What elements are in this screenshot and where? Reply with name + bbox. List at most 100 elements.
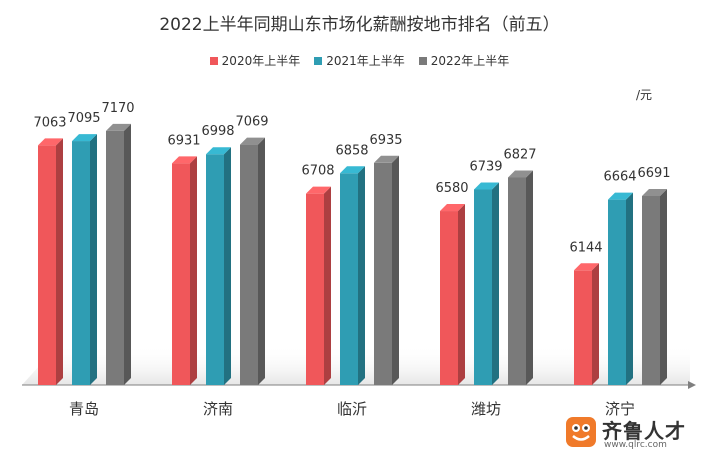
data-label: 6931: [167, 133, 200, 148]
data-label: 6827: [503, 147, 536, 162]
bar-side: [224, 147, 231, 385]
data-label: 6580: [435, 181, 468, 196]
legend-item-2022: 2022年上半年: [418, 52, 510, 69]
bar-临沂-2022年上半年: [374, 155, 399, 385]
data-label: 7069: [235, 115, 268, 130]
data-label: 6998: [201, 124, 234, 139]
data-label: 6739: [469, 159, 502, 174]
bar-top: [306, 186, 331, 194]
data-label: 6858: [335, 143, 368, 158]
bar-front: [206, 154, 224, 385]
data-label: 6691: [637, 166, 670, 181]
bar-side: [124, 123, 131, 385]
legend-item-2021: 2021年上半年: [314, 52, 405, 69]
bar-top: [240, 137, 265, 145]
bar-济宁-2021年上半年: [608, 192, 633, 385]
watermark-logo: 齐鲁人才 www.qlrc.com: [566, 413, 716, 453]
category-label: 青岛: [69, 400, 99, 418]
bar-front: [474, 189, 492, 385]
bar-top: [72, 134, 97, 142]
bar-side: [458, 204, 465, 385]
bar-青岛-2022年上半年: [106, 123, 131, 385]
bar-临沂-2021年上半年: [340, 166, 365, 385]
bar-side: [90, 134, 97, 385]
bar-青岛-2021年上半年: [72, 134, 97, 385]
data-label: 6664: [603, 170, 636, 185]
bar-潍坊-2020年上半年: [440, 204, 465, 385]
bar-side: [358, 166, 365, 385]
legend-label-2021: 2021年上半年: [326, 54, 405, 68]
bars-group: [38, 123, 667, 385]
bar-top: [106, 123, 131, 131]
bar-top: [340, 166, 365, 174]
unit-label: /元: [636, 88, 653, 102]
data-label: 6935: [369, 133, 402, 148]
bar-front: [440, 211, 458, 385]
bar-top: [38, 138, 63, 146]
bar-top: [474, 182, 499, 190]
bar-side: [660, 188, 667, 385]
category-label: 潍坊: [471, 400, 501, 418]
bar-side: [190, 156, 197, 385]
bar-top: [374, 155, 399, 163]
bar-top: [642, 188, 667, 196]
category-label: 济宁: [605, 400, 635, 418]
bar-side: [526, 170, 533, 385]
data-label: 6708: [301, 164, 334, 179]
data-label: 7095: [67, 111, 100, 126]
bar-front: [106, 130, 124, 385]
bar-济南-2020年上半年: [172, 156, 197, 385]
bar-front: [240, 144, 258, 385]
bar-潍坊-2022年上半年: [508, 170, 533, 385]
legend-label-2022: 2022年上半年: [430, 54, 510, 68]
bar-top: [608, 192, 633, 200]
bar-front: [574, 270, 592, 385]
legend-label-2020: 2020年上半年: [221, 54, 301, 68]
legend: 2020年上半年 2021年上半年 2022年上半年: [0, 52, 719, 69]
bar-济南-2022年上半年: [240, 137, 265, 385]
data-label: 7170: [101, 101, 134, 116]
data-label: 6144: [569, 240, 602, 255]
bar-side: [56, 138, 63, 385]
legend-swatch-2021: [314, 56, 323, 65]
bar-side: [392, 155, 399, 385]
bar-front: [340, 173, 358, 385]
bar-潍坊-2021年上半年: [474, 182, 499, 385]
watermark-url: www.qlrc.com: [604, 440, 667, 450]
category-label: 济南: [203, 400, 233, 418]
data-label: 7063: [33, 115, 66, 130]
legend-swatch-2020: [209, 56, 218, 65]
bar-front: [508, 177, 526, 385]
bar-side: [258, 137, 265, 385]
bar-front: [172, 163, 190, 385]
bar-front: [374, 162, 392, 385]
legend-swatch-2022: [418, 56, 427, 65]
category-labels-group: 青岛 济南 临沂 潍坊 济宁: [69, 400, 635, 418]
bar-side: [592, 263, 599, 385]
bar-临沂-2020年上半年: [306, 186, 331, 385]
bar-top: [172, 156, 197, 164]
bar-济宁-2020年上半年: [574, 263, 599, 385]
bar-top: [508, 170, 533, 178]
bar-top: [206, 147, 231, 155]
bar-front: [72, 141, 90, 385]
bar-青岛-2020年上半年: [38, 138, 63, 385]
category-label: 临沂: [337, 400, 367, 418]
bar-front: [38, 145, 56, 385]
frog-logo-icon: [566, 417, 596, 447]
bar-front: [306, 193, 324, 385]
chart-title: 2022上半年同期山东市场化薪酬按地市排名（前五）: [159, 15, 560, 35]
bar-济南-2021年上半年: [206, 147, 231, 385]
bar-济宁-2022年上半年: [642, 188, 667, 385]
bar-top: [440, 204, 465, 212]
bar-side: [324, 186, 331, 385]
bar-front: [642, 195, 660, 385]
bar-side: [492, 182, 499, 385]
bar-top: [574, 263, 599, 271]
bar-side: [626, 192, 633, 385]
x-axis-arrow: [688, 381, 696, 389]
watermark-name: 齐鲁人才: [602, 419, 686, 443]
